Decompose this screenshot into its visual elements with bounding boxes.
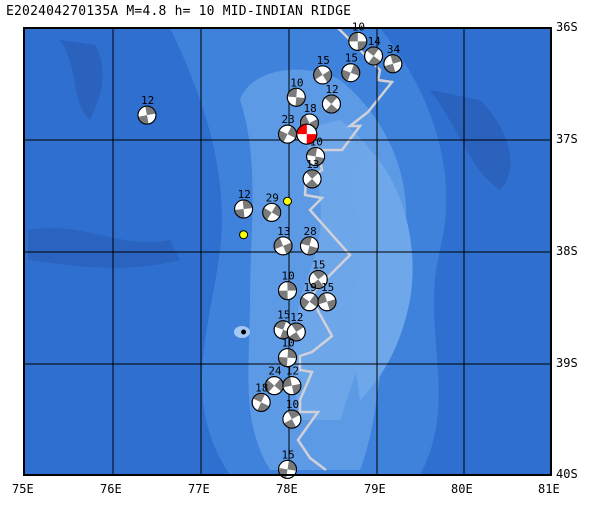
focal-mechanism: 23 bbox=[278, 113, 297, 144]
epicenter-marker bbox=[241, 329, 247, 335]
depth-label: 15 bbox=[321, 281, 334, 294]
focal-mechanism: 12 bbox=[137, 94, 157, 125]
depth-label: 10 bbox=[282, 337, 295, 350]
depth-label: 23 bbox=[282, 113, 295, 126]
focal-mechanism: 14 bbox=[364, 35, 384, 66]
focal-mechanism: 28 bbox=[299, 225, 319, 256]
epicenter-marker bbox=[239, 230, 249, 240]
focal-mechanism: 10 bbox=[278, 337, 297, 368]
focal-mechanism: 12 bbox=[321, 83, 341, 114]
lon-label-78e: 78E bbox=[276, 482, 298, 496]
lat-label-37s: 37S bbox=[556, 132, 578, 146]
focal-mechanism: 12 bbox=[286, 311, 306, 342]
lon-label-75e: 75E bbox=[12, 482, 34, 496]
focal-mechanism: 10 bbox=[278, 270, 297, 301]
region-name: MID-INDIAN RIDGE bbox=[222, 4, 352, 19]
focal-mechanism: 12 bbox=[234, 188, 254, 219]
depth-label: 12 bbox=[141, 94, 154, 107]
depth-label: 34 bbox=[387, 43, 401, 56]
depth-label: 24 bbox=[268, 365, 282, 378]
lat-label-36s: 36S bbox=[556, 20, 578, 34]
magnitude: M=4.8 bbox=[126, 4, 167, 19]
map-title: E202404270135A M=4.8 h= 10 MID-INDIAN RI… bbox=[6, 4, 351, 19]
epicenter-marker bbox=[283, 196, 292, 206]
focal-mechanism: 13 bbox=[302, 158, 322, 189]
focal-mechanism: 15 bbox=[317, 281, 337, 312]
lon-label-81e: 81E bbox=[538, 482, 560, 496]
lon-label-79e: 79E bbox=[364, 482, 386, 496]
main-event-mechanism bbox=[296, 123, 318, 145]
focal-mechanism: 10 bbox=[282, 398, 302, 429]
map-frame bbox=[23, 27, 552, 476]
event-markers bbox=[239, 123, 318, 335]
depth-label: 15 bbox=[282, 448, 295, 461]
depth-label: 28 bbox=[303, 225, 316, 238]
focal-mechanism: 15 bbox=[278, 448, 297, 479]
depth-label: 10 bbox=[286, 398, 299, 411]
focal-mechanism: 29 bbox=[262, 191, 282, 222]
lon-label-80e: 80E bbox=[451, 482, 473, 496]
depth-label: 13 bbox=[277, 225, 290, 238]
lat-label-39s: 39S bbox=[556, 356, 578, 370]
focal-mechanism: 15 bbox=[341, 52, 361, 83]
depth: h= 10 bbox=[174, 4, 215, 19]
depth-label: 12 bbox=[290, 311, 303, 324]
focal-mechanism: 19 bbox=[299, 281, 319, 312]
depth-label: 12 bbox=[238, 188, 251, 201]
lat-label-38s: 38S bbox=[556, 244, 578, 258]
depth-label: 15 bbox=[317, 54, 330, 67]
depth-label: 15 bbox=[312, 258, 325, 271]
depth-label: 10 bbox=[290, 76, 303, 89]
focal-mechanism: 15 bbox=[273, 309, 293, 340]
focal-mechanism: 15 bbox=[313, 54, 333, 85]
depth-label: 13 bbox=[306, 158, 319, 171]
depth-label: 12 bbox=[286, 365, 299, 378]
event-id: E202404270135A bbox=[6, 4, 119, 19]
focal-mechanism: 15 bbox=[308, 258, 328, 289]
lon-label-77e: 77E bbox=[188, 482, 210, 496]
ridge-axis bbox=[296, 27, 395, 471]
lon-label-76e: 76E bbox=[100, 482, 122, 496]
depth-label: 10 bbox=[282, 270, 295, 283]
depth-label: 14 bbox=[368, 35, 382, 48]
focal-mechanism: 12 bbox=[282, 365, 302, 396]
depth-label: 29 bbox=[266, 191, 279, 204]
lat-label-40s: 40S bbox=[556, 467, 578, 481]
depth-label: 12 bbox=[325, 83, 338, 96]
focal-mechanism: 10 bbox=[286, 76, 306, 107]
depth-label: 10 bbox=[352, 20, 365, 33]
focal-mechanism: 24 bbox=[264, 365, 284, 396]
focal-mechanism: 34 bbox=[383, 43, 403, 74]
focal-mechanism: 13 bbox=[273, 225, 293, 256]
depth-label: 18 bbox=[303, 102, 316, 115]
depth-label: 15 bbox=[277, 309, 290, 322]
depth-label: 18 bbox=[255, 381, 268, 394]
focal-mechanism: 18 bbox=[251, 381, 271, 412]
depth-label: 19 bbox=[303, 281, 316, 294]
focal-mechanism: 10 bbox=[348, 20, 368, 51]
focal-mechanism: 10 bbox=[306, 136, 326, 167]
depth-label: 15 bbox=[345, 52, 358, 65]
